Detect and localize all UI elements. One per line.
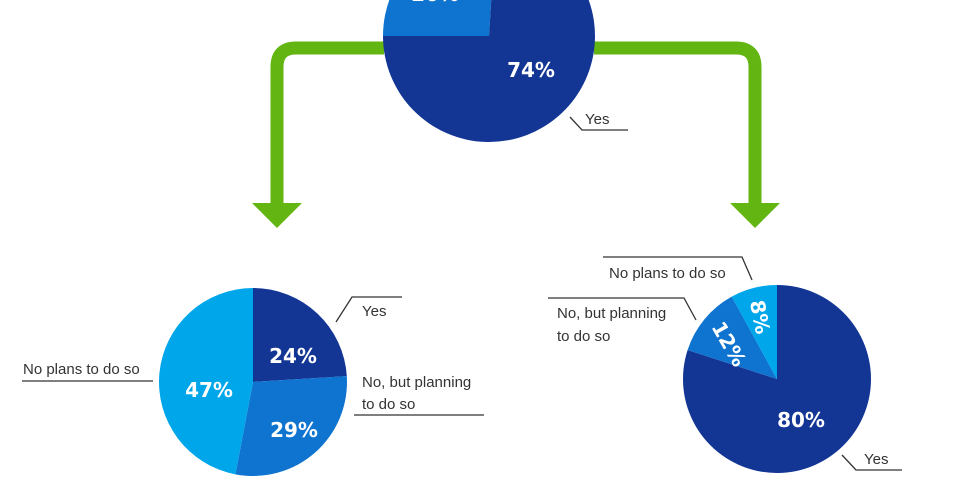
annotation-left-noplans: No plans to do so: [23, 361, 140, 378]
flow-arrows: [252, 41, 780, 228]
data-label: 26%: [411, 0, 459, 6]
annotation-left-planning-line1: No, but planning: [362, 374, 471, 391]
arrow-right-head: [730, 203, 780, 228]
pie-bottom-left: 24% 29% 47%: [159, 288, 347, 476]
pie-slice-no-plans-to-do-so: [159, 288, 253, 475]
data-label: 80%: [777, 408, 825, 432]
data-label: 47%: [185, 378, 233, 402]
leader-right-yes: [841, 454, 902, 471]
pie-slice-yes: [383, 0, 595, 142]
pie-bottom-right: 80%12%8%: [683, 285, 871, 473]
data-label: 24%: [269, 344, 317, 368]
leader-right-planning: [548, 297, 697, 321]
pie-slice-no-plans-to-do-so: [731, 285, 777, 379]
annotation-right-yes: Yes: [864, 451, 888, 468]
annotation-top-yes: Yes: [585, 111, 609, 128]
arrow-right-connector: [594, 41, 762, 206]
annotation-left-yes: Yes: [362, 303, 386, 320]
data-label: 29%: [270, 418, 318, 442]
pie-slice-no-but-planning-to-do-so: [235, 376, 347, 476]
annotation-left-planning-line2: to do so: [362, 396, 415, 413]
pie-slice-no-but-planning-to-do-so: [687, 296, 777, 379]
annotations: Yes Yes No, but planning to do so No pla…: [23, 111, 888, 468]
leader-lines: [22, 116, 902, 471]
leader-top-yes: [569, 116, 628, 131]
pie-top: 26% 74%: [383, 0, 595, 142]
leader-right-noplans: [603, 256, 753, 281]
data-label: 74%: [507, 58, 555, 82]
pie-slice-no: [383, 0, 492, 36]
pie-slice-yes: [253, 288, 347, 382]
leader-left-yes: [335, 296, 402, 323]
arrow-left-connector: [270, 41, 384, 206]
annotation-right-planning-line1: No, but planning: [557, 305, 666, 322]
arrow-left-head: [252, 203, 302, 228]
annotation-right-planning-line2: to do so: [557, 328, 610, 345]
annotation-right-noplans: No plans to do so: [609, 265, 726, 282]
